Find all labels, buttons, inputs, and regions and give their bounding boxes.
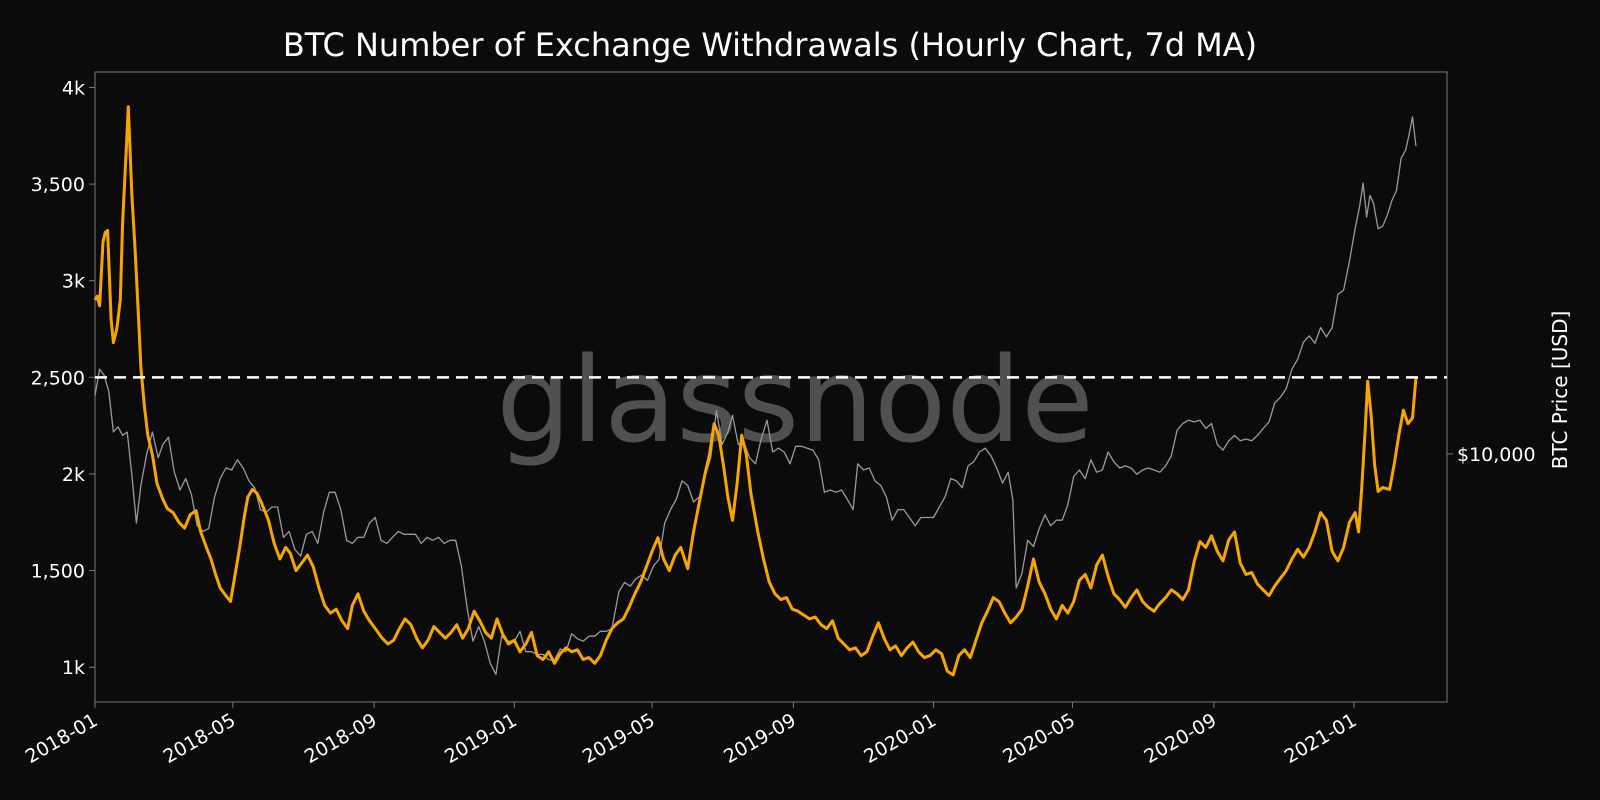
watermark-text: glassnode [496,331,1093,469]
withdrawals-series-line [93,105,1418,677]
y2-axis-ticks: $10,000 [1447,444,1536,466]
y-tick-label: 2k [62,464,85,486]
plot-area-frame [94,71,1448,703]
y-tick-label: 4k [62,77,85,99]
y-tick-label: 1k [62,657,85,679]
y-tick-label: 3,500 [31,174,85,196]
chart-title: BTC Number of Exchange Withdrawals (Hour… [283,26,1257,64]
y2-axis-label: BTC Price [USD] [1548,311,1572,470]
price-series-line [94,116,1417,676]
y-tick-label: 3k [62,271,85,293]
y-tick-label: 2,500 [31,367,85,389]
y-axis-ticks: 1k 1,500 2k 2,500 3k 3,500 4k [31,77,95,679]
withdrawals-series-layer [93,105,1418,677]
y2-tick-label: $10,000 [1457,444,1536,466]
y-tick-label: 1,500 [31,561,85,583]
price-series-layer [94,116,1417,676]
